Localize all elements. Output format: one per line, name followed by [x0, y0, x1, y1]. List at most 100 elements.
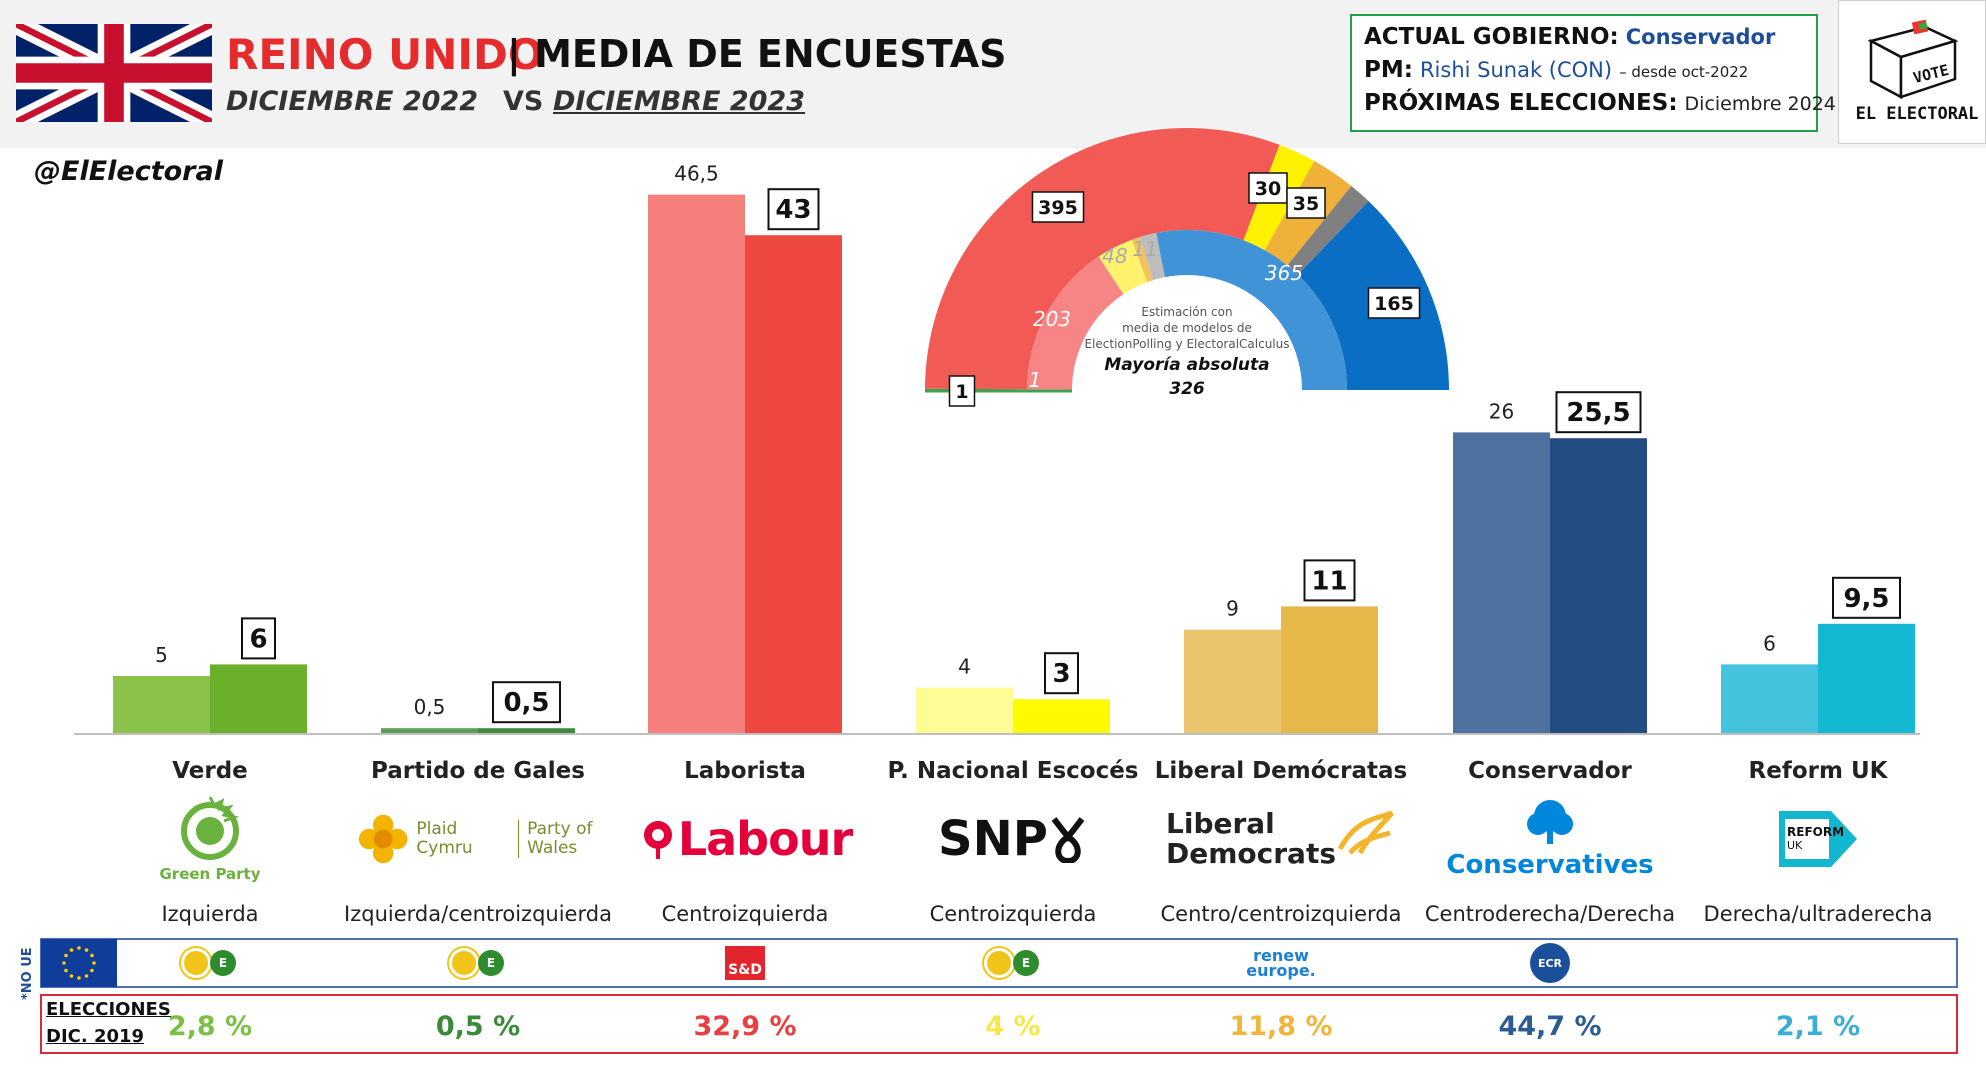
value-box-2023-5 [1555, 391, 1642, 434]
libdem-text: Liberal Democrats [1166, 809, 1336, 869]
inner-seat-label-2: 48 [1102, 244, 1127, 268]
sunflower-icon [452, 951, 476, 975]
elections-label-line-1: ELECCIONES [46, 999, 171, 1020]
gov-line: ACTUAL GOBIERNO: Conservador [1364, 24, 1804, 57]
subtitle-vs: VS [503, 86, 544, 117]
pm-key: PM: [1364, 57, 1413, 83]
next-election-line: PRÓXIMAS ELECCIONES: Diciembre 2024 [1364, 90, 1836, 123]
conservatives-text: Conservatives [1446, 850, 1654, 880]
tree-icon [1527, 800, 1573, 844]
bar-2023-2 [745, 235, 842, 734]
election-2019-value-6: 2,1 % [1775, 1011, 1861, 1042]
value-label-2022-1: 0,5 [414, 695, 446, 719]
reform-logo: REFORM UK [1775, 803, 1861, 875]
bar-2023-5 [1550, 438, 1647, 734]
value-label-2022-5: 26 [1489, 399, 1514, 423]
value-label-2023-6: 9,5 [1843, 584, 1889, 614]
party-ideology-1: Izquierda/centroizquierda [344, 902, 612, 926]
ecr-icon: ECR [1530, 943, 1570, 983]
eu-flag-icon [41, 939, 117, 987]
value-box-2023-2 [767, 188, 820, 231]
bar-2023-4 [1281, 606, 1378, 734]
outer-seat-label-3: 35 [1293, 193, 1319, 215]
outer-seat-label-1: 395 [1038, 197, 1078, 219]
bar-2023-1 [478, 728, 575, 734]
greens-efa-icon: E [184, 947, 236, 979]
subtitle-date-2022: DICIEMBRE 2022 [226, 86, 478, 117]
election-2019-value-1: 0,5 % [435, 1011, 521, 1042]
value-label-2023-1: 0,5 [503, 688, 549, 718]
el-electoral-name: EL ELECTORAL [1855, 104, 1979, 124]
bar-2022-4 [1184, 629, 1281, 734]
pm-line: PM: Rishi Sunak (CON) – desde oct-2022 [1364, 57, 1804, 90]
eu-star-2 [84, 974, 89, 978]
pm-since: – desde oct-2022 [1619, 63, 1749, 81]
snp-logo: SNP [938, 811, 1088, 867]
gov-key: ACTUAL GOBIERNO: [1364, 24, 1619, 50]
snp-text: SNP [938, 811, 1048, 867]
eu-star-4 [69, 974, 74, 978]
election-2019-value-4: 11,8 % [1229, 1011, 1333, 1042]
outer-seat-box-1 [1031, 191, 1085, 223]
party-name-3: P. Nacional Escocés [887, 758, 1139, 784]
bar-2022-5 [1453, 432, 1550, 734]
eu-star-6 [62, 961, 66, 965]
elections-2019-label: ELECCIONES DIC. 2019 [46, 996, 171, 1050]
value-label-2022-4: 9 [1226, 597, 1239, 621]
twitter-handle: @ElElectoral [34, 156, 223, 187]
bar-2022-0 [113, 676, 210, 734]
eu-star-5 [64, 968, 68, 973]
conservatives-logo: Conservatives [1446, 798, 1654, 880]
eu-group-icon-5: ECR [1510, 943, 1590, 983]
s-and-d-icon: S&D [725, 946, 765, 980]
party-ideology-3: Centroizquierda [929, 902, 1097, 926]
outer-seat-arc-4 [1287, 185, 1369, 275]
el-electoral-logo: VOTE [1838, 0, 1986, 144]
reform-uk-text: UK [1787, 839, 1803, 852]
value-label-2022-2: 46,5 [674, 162, 719, 186]
eu-group-icon-2: S&D [705, 946, 785, 980]
ecr-text: ECR [1537, 956, 1563, 970]
no-ue-label: *NO UE [20, 930, 38, 1000]
majority-value: 326 [1169, 379, 1205, 399]
eu-star-11 [90, 953, 94, 958]
seats-note-1: Estimación con [1141, 305, 1232, 319]
outer-seat-label-0: 1 [955, 381, 968, 403]
election-2019-value-3: 4 % [985, 1011, 1041, 1042]
inner-seat-arc-3 [1131, 237, 1154, 283]
no-ue-text: *NO UE [20, 947, 35, 1000]
eu-star-9 [77, 946, 81, 950]
outer-seat-arc-1 [925, 128, 1280, 390]
eu-group-icon-0: E [170, 946, 250, 980]
eu-star-7 [64, 953, 68, 958]
libdem-logo: Liberal Democrats [1166, 809, 1396, 869]
reform-text: REFORM [1787, 825, 1845, 839]
title-rest: | MEDIA DE ENCUESTAS [507, 32, 1007, 76]
inner-seat-arc-5 [1156, 230, 1347, 390]
plaid-text: Plaid Cymru [416, 820, 520, 858]
rose-icon [643, 821, 672, 859]
renew-text: renew europe. [1246, 946, 1316, 980]
value-box-2023-0 [241, 617, 276, 660]
party-name-4: Liberal Demócratas [1154, 758, 1408, 784]
inner-seat-arc-2 [1098, 239, 1148, 295]
party-logo-2: Labour [625, 794, 865, 884]
majority-label: Mayoría absoluta [1104, 355, 1269, 375]
inner-seat-arc-4 [1139, 232, 1165, 281]
labour-text: Labour [677, 812, 853, 866]
party-name-6: Reform UK [1748, 758, 1888, 784]
elections-2019-row [40, 994, 1958, 1054]
election-2019-value-2: 32,9 % [693, 1011, 797, 1042]
reform-arrow-icon [1779, 811, 1857, 867]
party-logo-1: Plaid Cymru Party of Wales [358, 794, 598, 884]
outer-seat-label-5: 165 [1374, 293, 1414, 315]
renew-europe-icon: renew europe. [1241, 946, 1321, 980]
bar-2022-6 [1721, 664, 1818, 734]
subtitle-date-2023: DICIEMBRE 2023 [553, 86, 805, 117]
sunflower-icon [184, 951, 208, 975]
globe-icon [180, 796, 240, 860]
bar-2023-6 [1818, 623, 1915, 734]
snp-emblem-icon [1051, 817, 1085, 863]
eu-star-8 [69, 948, 74, 952]
